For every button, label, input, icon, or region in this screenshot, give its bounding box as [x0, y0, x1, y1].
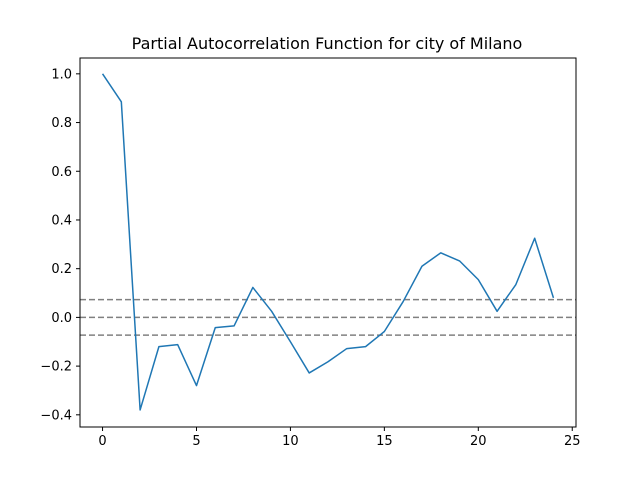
y-tick-label-6: 0.8 — [51, 116, 72, 131]
x-tick-label-0: 0 — [98, 434, 106, 449]
chart-title: Partial Autocorrelation Function for cit… — [132, 34, 523, 53]
y-tick-label-3: 0.2 — [51, 262, 72, 277]
x-tick-label-4: 20 — [470, 434, 487, 449]
x-tick-label-5: 25 — [564, 434, 581, 449]
y-tick-label-0: −0.4 — [40, 408, 72, 423]
y-tick-label-4: 0.4 — [51, 213, 72, 228]
series-line-0 — [101, 73, 555, 411]
x-tick-label-1: 5 — [192, 434, 200, 449]
y-tick-label-5: 0.6 — [51, 165, 72, 180]
x-tick-label-3: 15 — [376, 434, 393, 449]
y-tick-label-2: 0.0 — [51, 311, 72, 326]
plot-area: 0 5 10 15 20 25 −0.4 −0.2 0.0 0.2 0.4 0.6 0.8 1.0 — [40, 57, 581, 449]
y-tick-label-7: 1.0 — [51, 67, 72, 82]
y-tick-label-1: −0.2 — [40, 360, 72, 375]
x-tick-label-2: 10 — [282, 434, 299, 449]
axes-frame — [79, 57, 577, 428]
